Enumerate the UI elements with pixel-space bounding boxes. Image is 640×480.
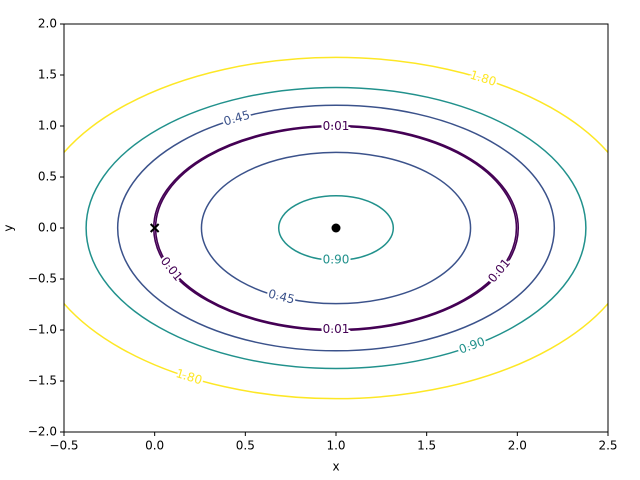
contour-label: 0.90 [323,253,350,267]
y-tick-label: 1.0 [38,119,57,133]
contour-line [64,56,608,400]
marker-x [149,223,160,233]
contour-label: 0.45 [222,108,252,129]
plot-area [64,56,608,400]
y-tick-label: 1.5 [38,68,57,82]
contour-label: 0.45 [267,287,296,307]
y-tick-label: −0.5 [28,272,57,286]
contour-line [200,151,472,305]
x-tick-label: 0.0 [145,439,164,453]
y-tick-label: 0.0 [38,221,57,235]
contour-label: 0.01 [323,322,350,336]
y-tick-label: 0.5 [38,170,57,184]
contour-line [85,86,587,370]
y-tick-label: −2.0 [28,425,57,439]
y-axis-label: y [2,224,16,231]
x-tick-label: 1.0 [326,439,345,453]
contour-line [116,104,556,352]
contour-line [277,195,395,261]
contour-label: 0.01 [323,119,350,133]
contour-label: 1.80 [468,68,498,89]
contour-label: 1.80 [174,366,204,387]
x-tick-label: −0.5 [49,439,78,453]
contour-label: 0.90 [457,334,487,356]
x-tick-label: 2.0 [508,439,527,453]
x-tick-label: 2.5 [598,439,617,453]
y-tick-label: 2.0 [38,17,57,31]
y-tick-label: −1.0 [28,323,57,337]
marker-dot [331,223,341,233]
x-tick-label: 0.5 [236,439,255,453]
x-axis-label: x [332,460,339,474]
y-tick-label: −1.5 [28,374,57,388]
x-tick-label: 1.5 [417,439,436,453]
